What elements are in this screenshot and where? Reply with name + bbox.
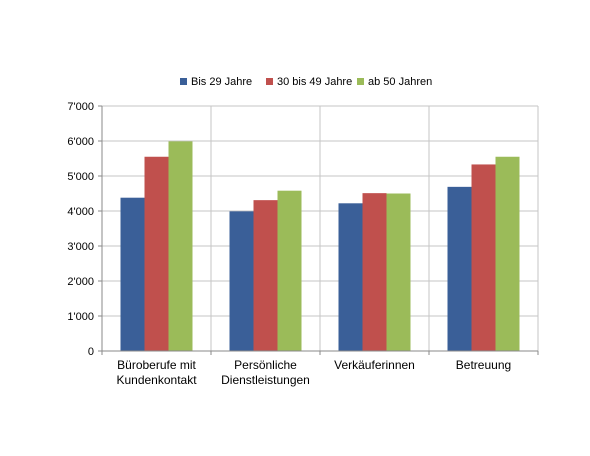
y-tick-label: 3'000 <box>67 241 94 253</box>
bar <box>253 200 278 351</box>
bar <box>144 156 169 351</box>
legend: Bis 29 Jahre 30 bis 49 Jahre ab 50 Jahren <box>180 76 432 88</box>
bar <box>471 164 496 351</box>
bar <box>447 186 472 351</box>
y-tick-label: 6'000 <box>67 136 94 148</box>
x-tick-label: Kundenkontakt <box>116 373 197 387</box>
y-tick-label: 7'000 <box>67 101 94 113</box>
bar <box>362 193 387 351</box>
bar <box>386 193 411 351</box>
x-tick-label: Dienstleistungen <box>221 373 310 387</box>
y-tick-label: 1'000 <box>67 311 94 323</box>
x-tick-label: Persönliche <box>234 358 297 372</box>
y-tick-label: 4'000 <box>67 206 94 218</box>
bar <box>338 203 363 351</box>
y-tick-label: 5'000 <box>67 171 94 183</box>
legend-label: 30 bis 49 Jahre <box>277 76 352 88</box>
legend-swatch <box>357 78 364 85</box>
bar <box>229 211 254 351</box>
y-tick-label: 2'000 <box>67 276 94 288</box>
legend-label: ab 50 Jahren <box>368 76 432 88</box>
bar <box>495 156 520 351</box>
legend-swatch <box>180 78 187 85</box>
x-tick-label: Verkäuferinnen <box>334 358 415 372</box>
legend-label: Bis 29 Jahre <box>191 76 252 88</box>
bar <box>120 197 145 351</box>
x-tick-label: Betreuung <box>456 358 511 372</box>
bars <box>120 141 520 351</box>
x-tick-label: Büroberufe mit <box>117 358 196 372</box>
y-axis: 0 1'000 2'000 3'000 4'000 5'000 6'000 7'000 <box>67 101 103 358</box>
bar <box>168 141 193 351</box>
y-tick-label: 0 <box>88 346 94 358</box>
bar <box>277 190 302 351</box>
legend-swatch <box>266 78 273 85</box>
